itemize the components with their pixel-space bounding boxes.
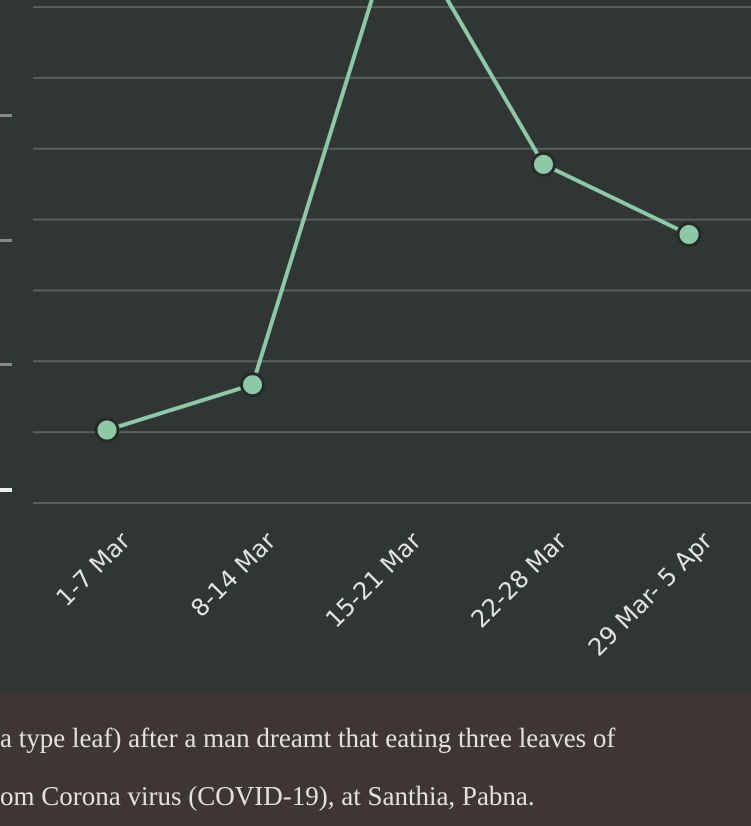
x-tick-label: 1-7 Mar (51, 527, 136, 612)
caption: a type leaf) after a man dreamt that eat… (0, 693, 751, 826)
line (106, 0, 690, 432)
point (240, 372, 265, 398)
caption-line: a type leaf) after a man dreamt that eat… (0, 723, 616, 753)
point (531, 151, 556, 177)
caption-line: om Corona virus (COVID-19), at Santhia, … (0, 781, 535, 811)
point (94, 417, 120, 443)
x-tick-label: 22-28 Mar (466, 527, 573, 634)
x-tick-label: 29 Mar- 5 Apr (583, 527, 718, 662)
point (676, 221, 702, 247)
axis-tick-decoration (0, 363, 12, 366)
chart: 1-7 Mar 8-14 Mar 15-21 Mar 22-28 Mar 29 Mar-… (0, 0, 751, 662)
plot-area (94, 0, 702, 443)
x-tick-label: 15-21 Mar (320, 527, 427, 634)
axis-tick-decoration (0, 239, 12, 242)
axis-tick-decoration (0, 488, 12, 492)
axis-tick-decoration (0, 114, 12, 117)
x-tick-label: 8-14 Mar (185, 527, 281, 623)
